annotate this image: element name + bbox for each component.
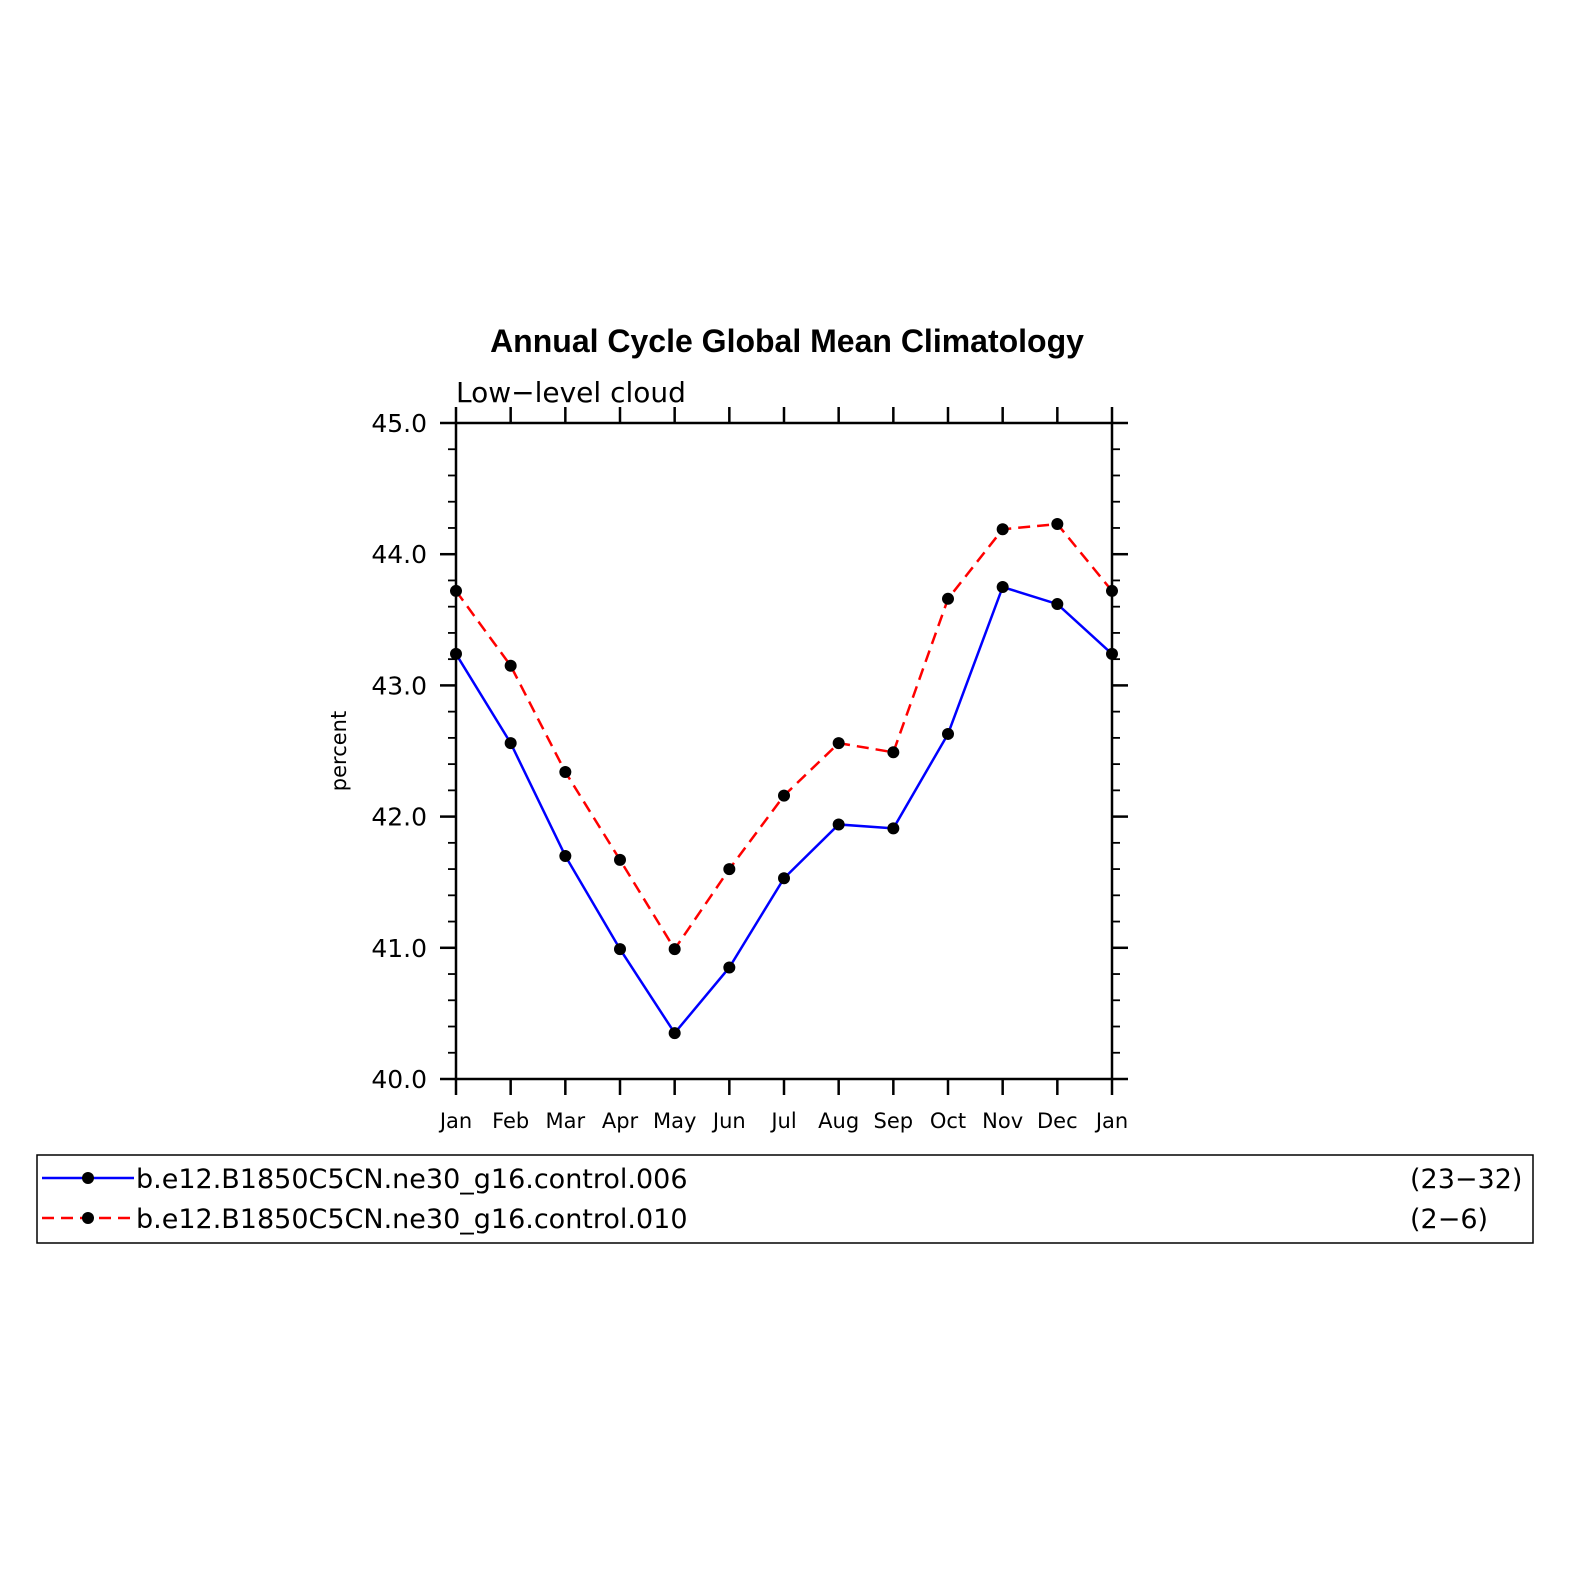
data-point [832, 737, 845, 750]
data-point [504, 659, 517, 672]
x-tick-label: Nov [982, 1109, 1023, 1133]
series-line [454, 585, 1113, 1036]
y-axis-label: percent [327, 711, 351, 791]
x-tick-label: Feb [492, 1109, 529, 1133]
x-tick-label: Apr [602, 1109, 639, 1133]
data-point [668, 1027, 681, 1040]
axis-labels: Jan Feb Mar Apr May Jun Jul Aug Sep Oct Nov Dec Jan 4… [371, 409, 1128, 1133]
x-tick-label: Jul [769, 1109, 796, 1133]
data-point [942, 592, 954, 605]
series-line [454, 522, 1113, 952]
chart-title: Annual Cycle Global Mean Climatology [490, 323, 1084, 359]
y-tick-label: 41.0 [371, 934, 427, 963]
legend-swatch-marker [82, 1172, 94, 1184]
series-layer [450, 518, 1118, 1040]
y-tick-label: 40.0 [371, 1065, 427, 1094]
data-point [996, 523, 1009, 536]
y-tick-label: 45.0 [371, 409, 427, 438]
x-tick-label: Sep [874, 1109, 914, 1133]
y-tick-label: 43.0 [371, 671, 427, 700]
x-tick-label: Aug [818, 1109, 859, 1133]
data-point [559, 765, 572, 778]
x-tick-label: Oct [930, 1109, 966, 1133]
y-tick-label: 44.0 [371, 540, 427, 569]
data-point [887, 746, 900, 759]
x-tick-label: Mar [546, 1109, 586, 1133]
legend-swatch-marker [82, 1212, 94, 1224]
data-point [614, 853, 626, 866]
x-tick-label: Dec [1037, 1109, 1078, 1133]
data-point [559, 849, 572, 862]
legend-series-name: b.e12.B1850C5CN.ne30_g16.control.006 [136, 1164, 688, 1195]
data-point [778, 872, 790, 885]
data-point [723, 863, 736, 876]
axis-ticks [440, 407, 1128, 1095]
data-point [887, 822, 900, 835]
plot-frame [454, 421, 1114, 1081]
x-tick-label: May [653, 1109, 696, 1133]
legend-series-years: (23−32) [1410, 1164, 1522, 1195]
y-tick-label: 42.0 [371, 803, 427, 832]
legend-series-years: (2−6) [1410, 1204, 1488, 1235]
data-point [668, 943, 681, 956]
data-point [996, 581, 1009, 593]
data-point [778, 789, 790, 802]
legend: b.e12.B1850C5CN.ne30_g16.control.006 (23−… [36, 1154, 1534, 1244]
legend-series-name: b.e12.B1850C5CN.ne30_g16.control.010 [136, 1204, 688, 1235]
x-tick-label: Jan [438, 1109, 472, 1133]
chart-subtitle: Low−level cloud [456, 376, 686, 409]
data-point [504, 737, 517, 750]
legend-box [36, 1154, 1534, 1244]
x-tick-label: Jun [711, 1109, 746, 1133]
data-point [1051, 518, 1064, 531]
x-tick-label: Jan [1094, 1109, 1128, 1133]
data-point [614, 943, 626, 956]
data-point [942, 727, 954, 740]
data-point [832, 818, 845, 831]
data-point [1051, 598, 1064, 611]
data-point [723, 961, 736, 974]
